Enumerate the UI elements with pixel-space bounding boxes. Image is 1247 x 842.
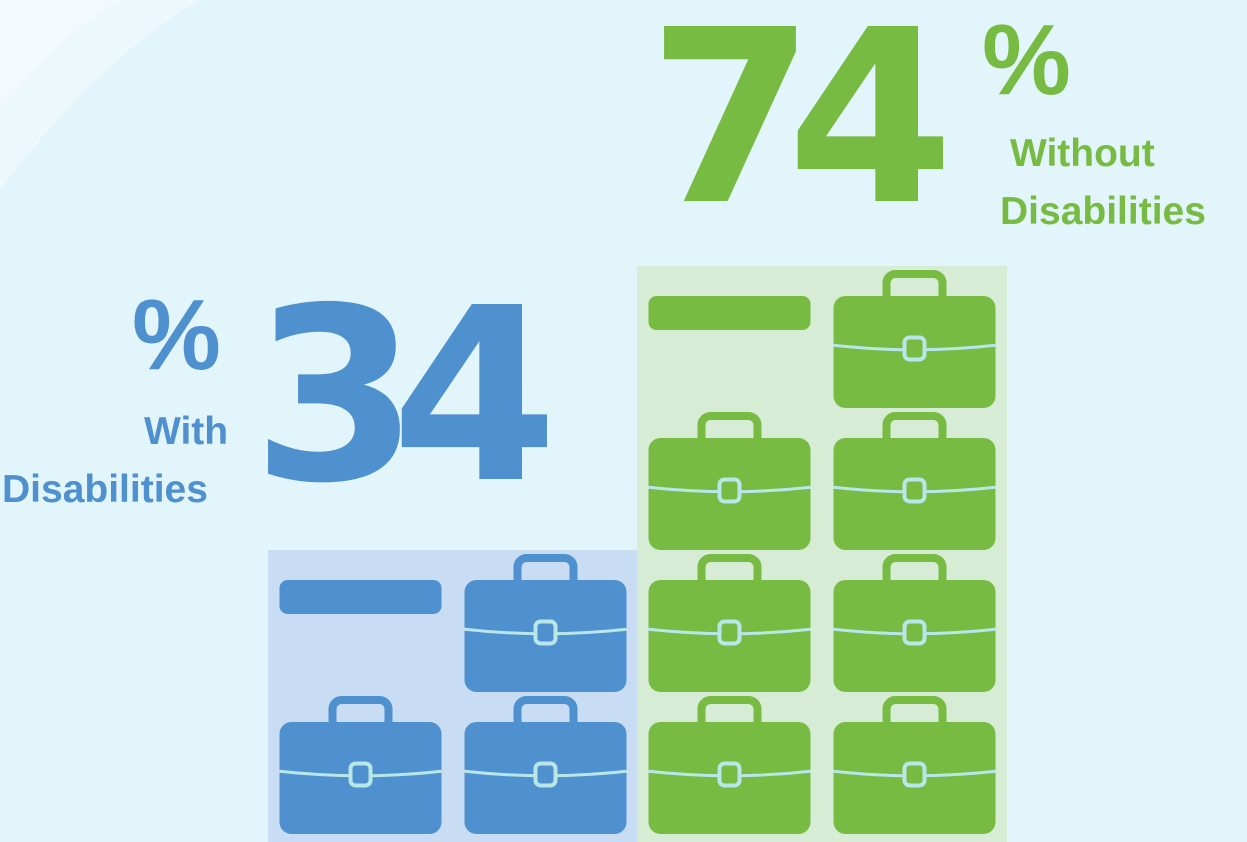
briefcase-icon	[279, 696, 442, 834]
partial-briefcase	[648, 296, 811, 330]
value-with-disabilities: 34	[252, 256, 558, 536]
pictogram-stack-0	[268, 550, 638, 842]
briefcase-icon	[464, 554, 627, 692]
label-with-line2: Disabilities	[2, 468, 208, 511]
briefcase-icon	[833, 412, 996, 550]
briefcase-icon	[833, 696, 996, 834]
briefcase-icon	[464, 696, 627, 834]
value-without-disabilities: 74	[648, 0, 954, 258]
label-without-line2: Disabilities	[1000, 190, 1206, 233]
label-with-line1: With	[144, 410, 229, 453]
percent-symbol-without: %	[982, 4, 1071, 116]
briefcase-icon	[833, 554, 996, 692]
briefcase-icon	[648, 412, 811, 550]
briefcase-icon	[648, 696, 811, 834]
percent-symbol-with: %	[132, 279, 221, 391]
briefcase-icon	[833, 270, 996, 408]
pictogram-stack-1	[637, 266, 1007, 842]
partial-briefcase	[279, 580, 442, 614]
label-without-line1: Without	[1010, 132, 1155, 175]
briefcase-icon	[648, 554, 811, 692]
